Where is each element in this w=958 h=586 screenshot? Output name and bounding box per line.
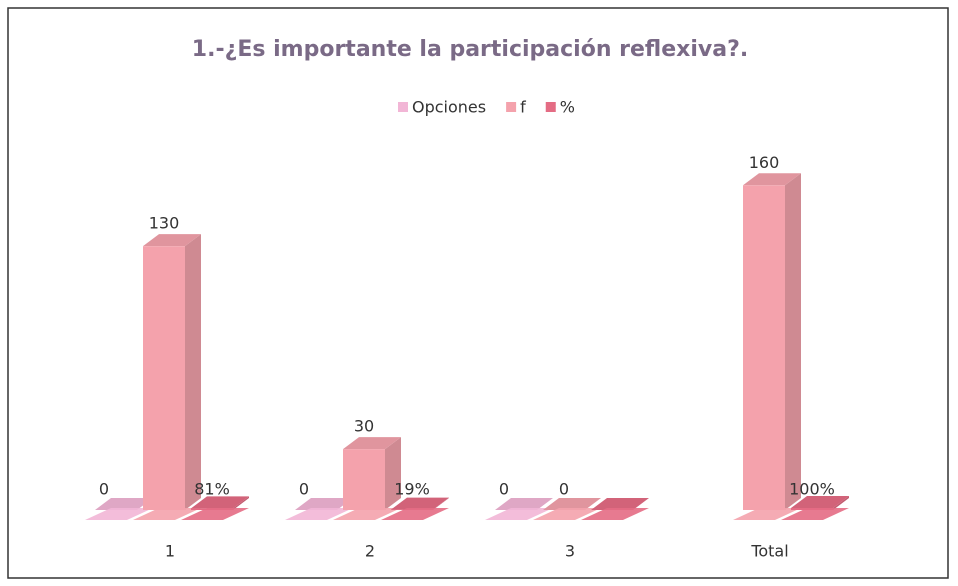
data-label: 100% [789, 480, 835, 499]
bar-face [185, 234, 201, 511]
data-label: 160 [749, 153, 780, 172]
bar-face [295, 498, 353, 510]
data-label: 30 [354, 417, 374, 436]
data-label: 19% [394, 480, 430, 499]
bar-face [791, 495, 849, 508]
bar-face [781, 508, 849, 520]
x-tick-label: 2 [365, 542, 375, 561]
legend-label: f [520, 98, 526, 117]
bar-face [285, 508, 353, 520]
bar-face [95, 498, 153, 510]
bar [85, 498, 153, 520]
bar-face [85, 508, 153, 520]
x-tick-label: Total [750, 542, 788, 561]
bar [381, 497, 449, 520]
bar-face [833, 495, 849, 510]
bar-face [333, 508, 401, 520]
data-label: 130 [149, 214, 180, 233]
bar-face [233, 496, 249, 510]
bar-face [743, 173, 801, 186]
legend-swatch [398, 102, 408, 112]
bar [485, 498, 553, 520]
bar [181, 496, 249, 520]
bar [733, 173, 801, 520]
bar [133, 234, 201, 520]
bar-face [381, 508, 449, 520]
bar-face [495, 498, 553, 510]
bar [533, 498, 601, 520]
bar-face [191, 496, 249, 509]
bar-face [343, 437, 401, 450]
bar-face [591, 498, 649, 510]
bar-face [385, 437, 401, 510]
bar-face [143, 246, 185, 511]
bar [781, 495, 849, 520]
bar-face [581, 508, 649, 520]
bar-face [343, 449, 385, 510]
bar-face [433, 497, 449, 510]
bar [581, 498, 649, 520]
bar-face [391, 497, 449, 510]
x-tick-label: 1 [165, 542, 175, 561]
bar [333, 437, 401, 520]
data-label: 0 [299, 480, 309, 499]
bar-face [485, 508, 553, 520]
data-label: 0 [559, 480, 569, 499]
data-label: 0 [99, 480, 109, 499]
bar-face [543, 498, 601, 510]
data-label: 81% [194, 480, 230, 499]
bar-face [133, 508, 201, 520]
bar-face [181, 508, 249, 520]
bar-face [785, 173, 801, 510]
legend-label: % [560, 98, 575, 117]
bar [285, 498, 353, 520]
chart-title: 1.-¿Es importante la participación refle… [192, 37, 748, 62]
bar-face [143, 234, 201, 247]
data-label: 0 [499, 480, 509, 499]
legend-label: Opciones [412, 98, 486, 117]
bar-face [533, 508, 601, 520]
legend-swatch [506, 102, 517, 112]
legend-swatch [545, 102, 556, 112]
x-tick-label: 3 [565, 542, 575, 561]
bar-face [733, 508, 801, 520]
bar-face [743, 185, 785, 510]
